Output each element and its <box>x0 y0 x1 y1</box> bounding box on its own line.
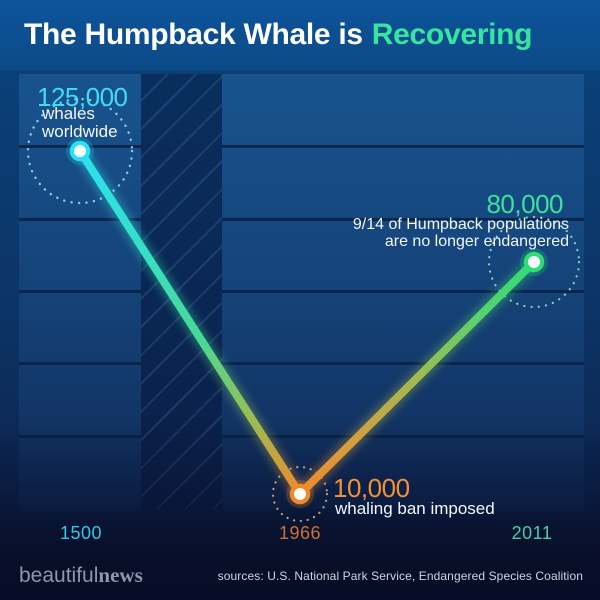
x-tick-2011: 2011 <box>511 523 553 543</box>
dotted-ring-1500 <box>26 97 134 205</box>
brand-logo: beautifulnews <box>19 563 143 588</box>
caption-1966: whaling ban imposed <box>335 499 495 518</box>
brand-light: beautiful <box>19 564 99 587</box>
title-prefix: The Humpback Whale is <box>24 18 363 51</box>
value-label-2011: 80,000 <box>486 189 563 219</box>
caption-1500: whales worldwide <box>42 105 118 141</box>
line-segment-decline <box>76 147 304 498</box>
data-point-2011 <box>520 248 548 276</box>
data-point-1500 <box>66 137 94 165</box>
caption-1500-line2: worldwide <box>42 122 118 141</box>
row-divider <box>19 362 141 365</box>
caption-1500-line1: whales <box>42 104 95 123</box>
row-divider <box>19 290 141 293</box>
x-tick-1500: 1500 <box>59 523 103 543</box>
dotted-ring-2011 <box>487 215 581 309</box>
value-label-1500: 125,000 <box>37 82 128 112</box>
line-segment-recovery <box>296 258 538 498</box>
value-label-1966: 10,000 <box>333 473 410 503</box>
x-tick-1966: 1966 <box>278 523 322 543</box>
dotted-ring-1966 <box>271 465 329 523</box>
caption-2011-line2: are no longer endangered <box>384 233 569 250</box>
sources-credit: sources: U.S. National Park Service, End… <box>217 569 583 583</box>
caption-2011: 9/14 of Humpback populations are no long… <box>353 216 569 250</box>
row-divider <box>222 290 584 293</box>
header-band: The Humpback Whale is Recovering <box>0 0 600 70</box>
bottom-vignette <box>0 420 600 600</box>
page-title: The Humpback Whale is Recovering <box>0 18 532 52</box>
title-highlight: Recovering <box>371 18 533 51</box>
row-divider <box>222 145 584 148</box>
data-point-1966 <box>286 480 314 508</box>
row-divider <box>222 362 584 365</box>
row-divider <box>222 218 584 221</box>
row-divider <box>19 218 141 221</box>
brand-bold: news <box>98 563 143 587</box>
caption-2011-line1: 9/14 of Humpback populations <box>352 216 569 233</box>
